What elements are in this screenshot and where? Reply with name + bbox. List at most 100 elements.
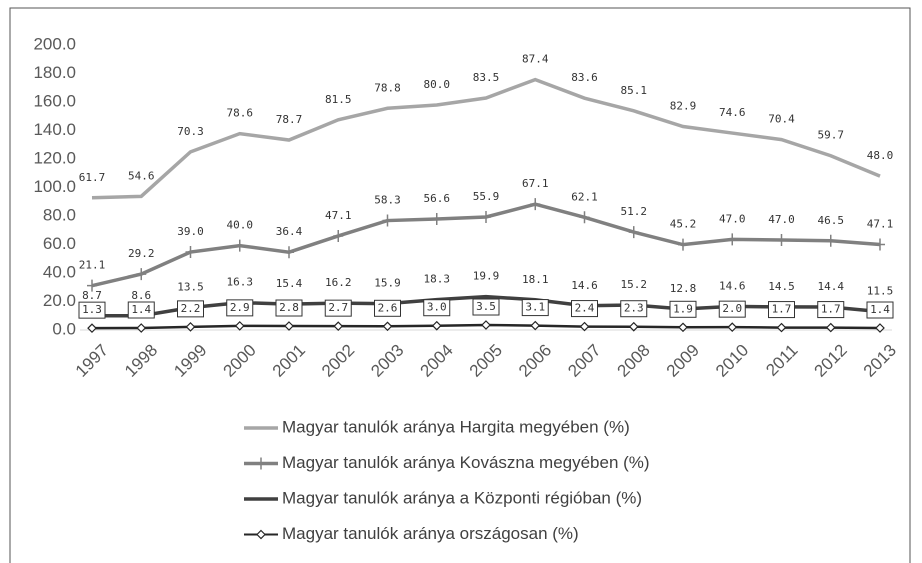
data-label: 15.4 bbox=[276, 277, 303, 290]
y-tick-label: 200.0 bbox=[33, 34, 76, 53]
marker bbox=[875, 238, 885, 251]
marker bbox=[776, 233, 787, 246]
data-label: 54.6 bbox=[128, 169, 155, 182]
x-tick-label: 2004 bbox=[417, 341, 457, 381]
data-label: 39.0 bbox=[177, 225, 204, 238]
y-tick-label: 140.0 bbox=[33, 120, 76, 139]
data-label: 2.8 bbox=[279, 301, 299, 314]
label-box bbox=[768, 301, 795, 319]
x-tick-label: 2006 bbox=[515, 341, 555, 381]
data-label: 3.0 bbox=[427, 301, 447, 314]
marker bbox=[284, 321, 294, 331]
data-label: 85.1 bbox=[621, 84, 648, 97]
data-label: 82.9 bbox=[670, 100, 697, 113]
data-label: 14.4 bbox=[818, 280, 845, 293]
x-tick-label: 2011 bbox=[762, 341, 801, 380]
data-label: 2.9 bbox=[230, 301, 250, 314]
data-label: 87.4 bbox=[522, 53, 549, 66]
data-label: 45.2 bbox=[670, 218, 697, 231]
legend-marker bbox=[256, 529, 266, 540]
data-label: 62.1 bbox=[571, 190, 598, 203]
marker bbox=[481, 320, 491, 330]
marker bbox=[87, 323, 97, 333]
data-label: 2.3 bbox=[624, 302, 644, 315]
x-tick-label: 2013 bbox=[860, 341, 900, 381]
data-label: 58.3 bbox=[374, 194, 401, 207]
data-label: 13.5 bbox=[177, 281, 204, 294]
y-tick-label: 100.0 bbox=[33, 177, 76, 196]
marker bbox=[382, 321, 393, 332]
marker bbox=[234, 239, 245, 252]
y-tick-label: 40.0 bbox=[43, 262, 76, 281]
data-label: 47.0 bbox=[768, 213, 795, 226]
marker bbox=[825, 322, 836, 333]
label-box bbox=[127, 301, 155, 319]
data-label: 83.5 bbox=[473, 71, 500, 84]
marker bbox=[678, 322, 688, 333]
data-label: 70.4 bbox=[768, 113, 795, 126]
legend-label: Magyar tanulók aránya a Központi régióba… bbox=[282, 488, 642, 507]
data-label: 16.2 bbox=[325, 276, 352, 289]
legend-label: Magyar tanulók aránya Hargita megyében (… bbox=[282, 417, 630, 436]
data-label: 78.8 bbox=[374, 81, 401, 94]
data-label: 81.5 bbox=[325, 93, 352, 106]
y-tick-label: 60.0 bbox=[43, 234, 76, 253]
label-box bbox=[620, 300, 648, 318]
marker bbox=[382, 214, 393, 227]
label-box bbox=[521, 299, 549, 317]
marker bbox=[579, 321, 590, 332]
label-box bbox=[423, 299, 451, 317]
y-tick-label: 160.0 bbox=[33, 91, 76, 110]
marker bbox=[776, 322, 787, 333]
marker bbox=[431, 212, 442, 225]
x-tick-label: 2005 bbox=[466, 341, 506, 381]
label-box bbox=[669, 300, 697, 318]
label-box bbox=[177, 300, 204, 318]
legend-label: Magyar tanulók aránya Kovászna megyében … bbox=[282, 453, 650, 472]
data-label: 74.6 bbox=[719, 106, 746, 119]
x-tick-label: 2009 bbox=[663, 341, 703, 381]
data-label: 8.7 bbox=[82, 289, 102, 302]
label-box bbox=[78, 301, 106, 319]
data-label: 67.1 bbox=[522, 177, 549, 190]
marker bbox=[185, 322, 196, 332]
marker bbox=[234, 321, 245, 331]
marker bbox=[530, 198, 541, 211]
x-tick-label: 2000 bbox=[220, 341, 260, 381]
data-label: 2.0 bbox=[722, 302, 742, 315]
y-tick-label: 180.0 bbox=[33, 63, 76, 82]
data-label: 70.3 bbox=[177, 125, 204, 138]
y-tick-label: 120.0 bbox=[33, 148, 76, 167]
data-label: 1.4 bbox=[870, 303, 890, 316]
data-label: 12.8 bbox=[670, 282, 697, 295]
data-label: 48.0 bbox=[867, 149, 894, 162]
data-label: 2.6 bbox=[378, 301, 398, 314]
marker bbox=[481, 210, 491, 223]
marker bbox=[185, 246, 196, 259]
data-label: 1.3 bbox=[82, 303, 102, 316]
label-box bbox=[324, 299, 352, 317]
data-label: 47.0 bbox=[719, 212, 746, 225]
marker bbox=[628, 321, 639, 332]
marker bbox=[727, 322, 738, 332]
x-tick-label: 1998 bbox=[121, 341, 161, 381]
data-label: 15.2 bbox=[621, 278, 648, 291]
data-label: 78.7 bbox=[276, 113, 303, 126]
data-label: 18.3 bbox=[424, 273, 451, 286]
data-label: 8.6 bbox=[131, 289, 151, 302]
data-label: 55.9 bbox=[473, 190, 500, 203]
data-label: 56.6 bbox=[424, 192, 451, 205]
data-label: 1.4 bbox=[131, 303, 151, 316]
x-tick-label: 2010 bbox=[712, 341, 752, 381]
data-label: 59.7 bbox=[818, 129, 845, 142]
data-label: 80.0 bbox=[424, 78, 451, 91]
data-label: 51.2 bbox=[621, 205, 648, 218]
data-label: 61.7 bbox=[79, 171, 106, 184]
data-label: 16.3 bbox=[227, 276, 254, 289]
data-label: 2.2 bbox=[181, 302, 201, 315]
data-label: 14.6 bbox=[571, 279, 598, 292]
data-label: 3.5 bbox=[476, 300, 496, 313]
data-label: 2.7 bbox=[328, 301, 348, 314]
data-label: 14.6 bbox=[719, 279, 746, 292]
x-tick-label: 2007 bbox=[564, 341, 604, 381]
